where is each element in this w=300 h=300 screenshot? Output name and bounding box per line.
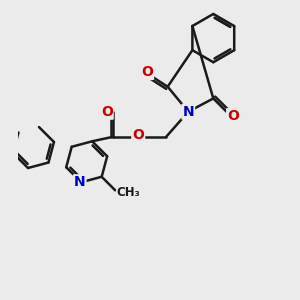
Text: N: N <box>182 105 194 119</box>
Text: O: O <box>141 65 153 79</box>
Text: N: N <box>74 175 85 189</box>
Text: O: O <box>101 105 113 119</box>
Text: O: O <box>227 109 239 123</box>
Text: O: O <box>132 128 144 142</box>
Text: CH₃: CH₃ <box>117 186 140 199</box>
